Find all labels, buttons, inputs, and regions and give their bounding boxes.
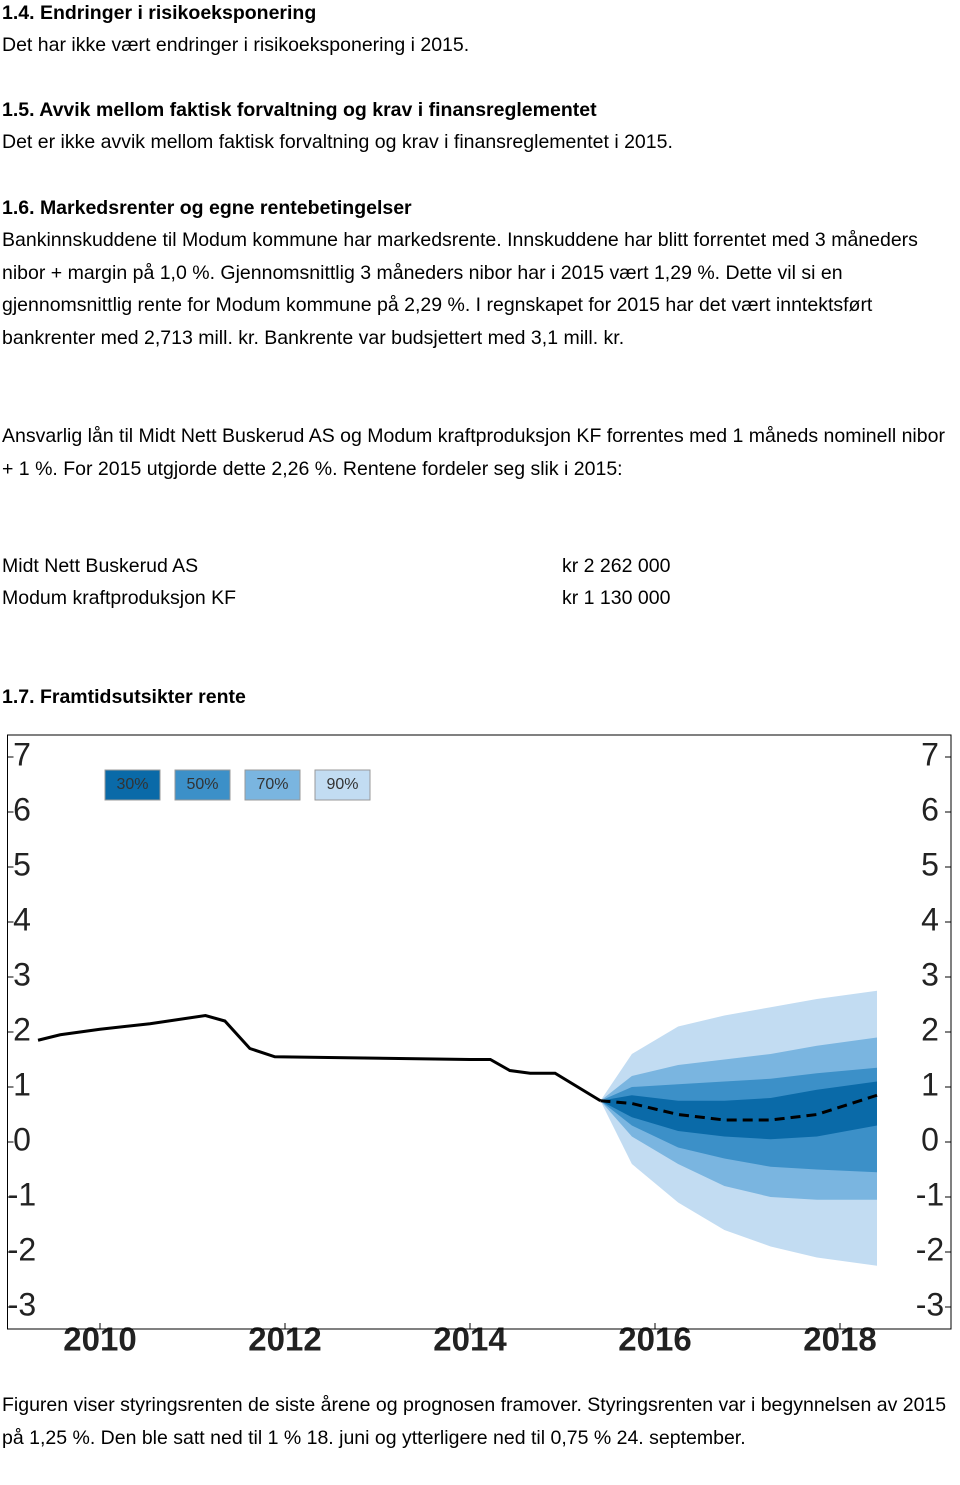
paragraph: Det er ikke avvik mellom faktisk forvalt… [2,131,673,153]
y2-tick-label: 2 [921,1011,939,1047]
y-tick-label: 1 [13,1066,31,1102]
paragraph: Bankinnskuddene til Modum kommune har ma… [2,229,918,349]
y2-tick-label: -3 [916,1286,944,1322]
y2-tick-label: 5 [921,846,939,882]
legend-label: 70% [256,776,288,793]
legend-label: 30% [116,776,148,793]
y-tick-label: 5 [13,846,31,882]
x-tick-label: 2010 [63,1321,136,1358]
legend-swatch [104,769,161,801]
table-cell: Modum kraftproduksjon KF [2,587,237,609]
y-tick-label: -2 [8,1231,36,1267]
y2-tick-label: -1 [916,1176,944,1212]
table-cell: kr 2 262 000 [562,555,671,577]
legend-label: 90% [326,776,358,793]
paragraph: Ansvarlig lån til Midt Nett Buskerud AS … [2,425,945,480]
y-tick-label: 6 [13,791,31,827]
table-cell: Midt Nett Buskerud AS [2,555,199,577]
y-tick-label: -3 [8,1286,36,1322]
heading: 1.5. Avvik mellom faktisk forvaltning og… [2,99,597,121]
paragraph: Det har ikke vært endringer i risikoeksp… [2,34,470,56]
heading: 1.7. Framtidsutsikter rente [2,686,246,708]
y2-tick-label: 3 [921,956,939,992]
y2-tick-label: 0 [921,1121,939,1157]
y-tick-label: 2 [13,1011,31,1047]
heading: 1.4. Endringer i risikoeksponering [2,2,317,24]
legend-label: 50% [186,776,218,793]
y2-tick-label: 1 [921,1066,939,1102]
x-tick-label: 2012 [248,1321,321,1358]
y2-tick-label: -2 [916,1231,944,1267]
chart: 30% 50% 70% 90% -3 -3 -2 -2 -1 -1 0 0 1 1 2 2 3 3 4 4 5 5 6 6 7 7… [7,734,952,1358]
fan-band [600,1081,877,1140]
table-cell: kr 1 130 000 [562,587,671,609]
y2-tick-label: 4 [921,901,939,937]
caption: Figuren viser styringsrenten de siste år… [2,1394,947,1449]
x-tick-label: 2014 [433,1321,507,1358]
y2-tick-label: 6 [921,791,939,827]
y-tick-label: 7 [13,736,31,772]
legend-swatch [314,769,371,801]
legend-swatch [174,769,231,801]
y-tick-label: 4 [13,901,31,937]
y-tick-label: 0 [13,1121,31,1157]
plot-frame [7,734,952,1330]
y2-tick-label: 7 [921,736,939,772]
legend-swatch [244,769,301,801]
x-tick-label: 2018 [803,1321,876,1358]
history-line [37,1013,602,1103]
y-tick-label: -1 [8,1176,36,1212]
x-tick-label: 2016 [618,1321,691,1358]
heading: 1.6. Markedsrenter og egne rentebetingel… [2,197,412,219]
y-tick-label: 3 [13,956,31,992]
